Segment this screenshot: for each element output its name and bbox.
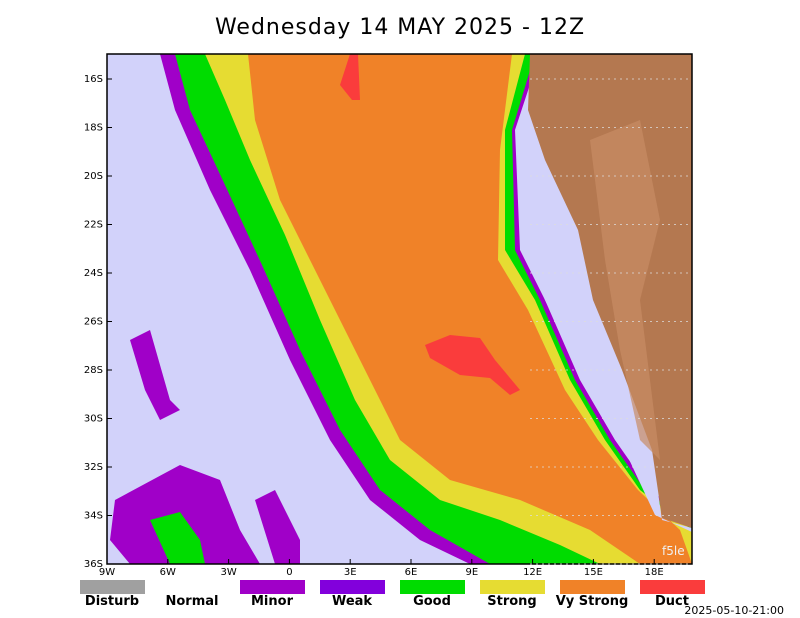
timestamp: 2025-05-10-21:00 <box>684 604 784 617</box>
duct-spot <box>340 54 360 100</box>
highland <box>590 120 660 460</box>
lat-label: 26S <box>84 317 103 328</box>
lon-label: 6E <box>405 567 418 578</box>
legend-label: Weak <box>332 594 372 609</box>
lat-label: 20S <box>84 171 103 182</box>
legend-swatch <box>160 580 225 594</box>
legend-swatch <box>560 580 625 594</box>
lon-label: 0 <box>286 567 292 578</box>
lat-label: 28S <box>84 365 103 376</box>
lon-label: 15E <box>584 567 603 578</box>
lat-label: 30S <box>84 414 103 425</box>
legend-label: Normal <box>166 594 219 609</box>
map: f5le <box>107 54 692 564</box>
map-frame <box>106 53 693 565</box>
good-blob <box>150 512 205 564</box>
lon-label: 18E <box>645 567 664 578</box>
minor-blob <box>255 490 300 564</box>
legend-swatch <box>640 580 705 594</box>
lon-label: 12E <box>523 567 542 578</box>
minor-blob <box>130 330 180 420</box>
lon-label: 6W <box>160 567 176 578</box>
minor-blob <box>110 465 260 564</box>
lat-label: 16S <box>84 74 103 85</box>
legend-label: Duct <box>655 594 689 609</box>
legend-label: Strong <box>487 594 536 609</box>
very-strong-zone <box>248 54 692 564</box>
lat-label: 18S <box>84 123 103 134</box>
duct-spot <box>425 335 520 395</box>
lon-label: 9W <box>99 567 115 578</box>
lon-label: 3E <box>344 567 357 578</box>
legend-swatch <box>80 580 145 594</box>
legend-swatch <box>320 580 385 594</box>
lat-label: 24S <box>84 268 103 279</box>
lat-label: 36S <box>84 559 103 570</box>
lon-label: 9E <box>465 567 478 578</box>
legend-swatch <box>480 580 545 594</box>
coastal-normal <box>518 112 692 532</box>
lat-label: 22S <box>84 220 103 231</box>
legend-swatch <box>240 580 305 594</box>
lat-label: 34S <box>84 511 103 522</box>
legend: Disturb Normal Minor Weak Good Strong Vy Stron… <box>80 580 705 609</box>
watermark: f5le <box>662 544 685 558</box>
legend-label: Minor <box>251 594 294 609</box>
legend-label: Disturb <box>85 594 139 609</box>
lon-label: 3W <box>220 567 236 578</box>
legend-swatch <box>400 580 465 594</box>
lat-label: 32S <box>84 462 103 473</box>
legend-label: Vy Strong <box>556 594 629 609</box>
legend-label: Good <box>413 594 451 609</box>
title: Wednesday 14 MAY 2025 - 12Z <box>215 15 585 40</box>
